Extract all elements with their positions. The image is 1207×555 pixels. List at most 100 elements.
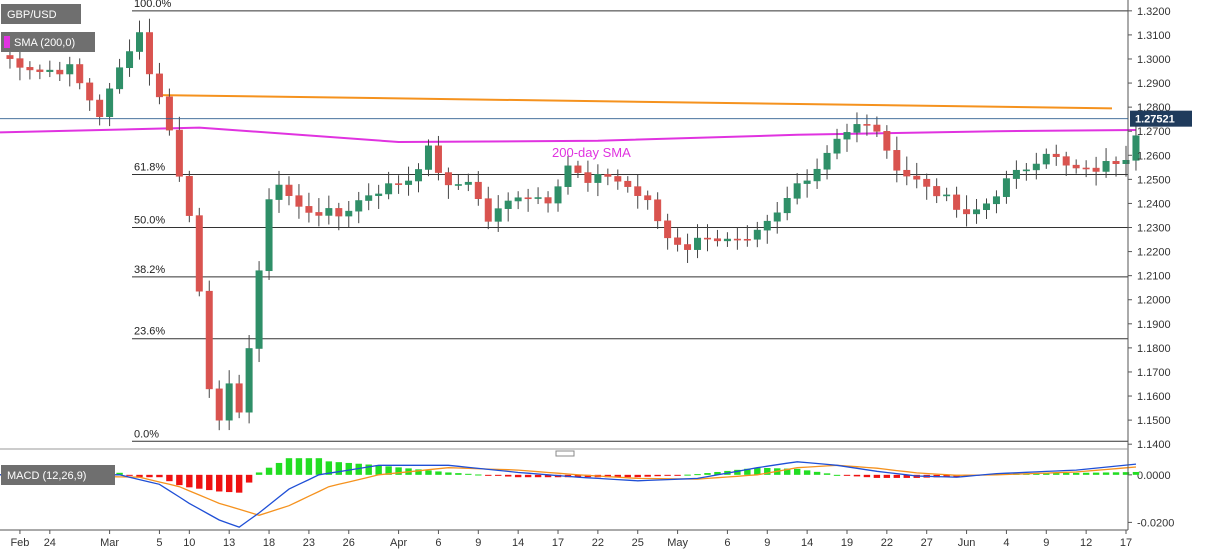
candle-body — [285, 184, 293, 196]
time-tick-label: 13 — [223, 537, 235, 549]
macd-histogram-bar — [335, 462, 342, 475]
candle-body — [943, 194, 951, 197]
time-tick-label: 9 — [475, 537, 481, 549]
macd-histogram-bar — [445, 472, 452, 475]
candle-body — [6, 55, 14, 59]
candle-body — [385, 183, 393, 195]
candle-body — [1122, 159, 1130, 164]
macd-histogram-bar — [355, 463, 362, 475]
candle-body — [395, 183, 403, 185]
candle-body — [773, 212, 781, 222]
candle-body — [165, 96, 173, 131]
candle-body — [1012, 169, 1020, 179]
macd-histogram-bar — [883, 474, 891, 478]
candle-body — [36, 69, 44, 72]
time-tick-label: 14 — [512, 537, 524, 549]
candle-body — [1022, 169, 1030, 172]
sma-line-path — [0, 126, 1137, 144]
candle-body — [1082, 167, 1090, 170]
candle-body — [195, 215, 203, 292]
macd-histogram-bar — [1092, 472, 1100, 475]
macd-histogram-bar — [1063, 473, 1070, 475]
candle-body — [325, 208, 333, 216]
macd-histogram-bar — [315, 458, 323, 475]
candle-body — [424, 145, 432, 170]
candle-body — [823, 152, 831, 170]
macd-histogram-bar — [903, 474, 910, 478]
candle-body — [245, 348, 253, 413]
candle-body — [763, 220, 771, 231]
macd-histogram-bar — [1072, 472, 1080, 475]
candle-body — [1112, 161, 1120, 164]
candle-body — [46, 69, 54, 72]
macd-histogram-bar — [235, 474, 243, 493]
candle-body — [155, 73, 163, 98]
price-tick-label: 1.1900 — [1137, 319, 1171, 331]
macd-histogram-bar — [325, 461, 333, 475]
macd-histogram-bar — [365, 464, 372, 475]
macd-histogram-bar — [485, 474, 492, 476]
candle-body — [644, 195, 652, 201]
candle-body — [1002, 178, 1010, 197]
macd-histogram-bar — [784, 468, 791, 475]
candle-body — [913, 175, 921, 180]
candle-body — [1072, 164, 1080, 169]
macd-histogram-bar — [644, 474, 651, 477]
candle-body — [753, 229, 761, 240]
macd-histogram-bar — [395, 467, 402, 475]
macd-histogram-bar — [196, 474, 203, 489]
price-tick-label: 1.3100 — [1137, 30, 1171, 42]
sma-legend-swatch — [4, 36, 10, 48]
candle-body — [992, 196, 1000, 205]
time-tick-label: 6 — [435, 537, 441, 549]
candle-body — [853, 124, 861, 133]
time-tick-label: 25 — [632, 537, 644, 549]
candle-body — [843, 132, 851, 140]
macd-label-box — [1, 465, 115, 485]
macd-histogram-bar — [275, 462, 283, 475]
macd-histogram-bar — [1122, 472, 1130, 475]
macd-histogram-bar — [734, 469, 741, 475]
macd-histogram-bar — [1132, 471, 1140, 475]
macd-tick-label: 0.0000 — [1137, 470, 1171, 482]
macd-histogram-bar — [823, 473, 831, 475]
fib-level-label: 61.8% — [134, 162, 165, 174]
price-tick-label: 1.2400 — [1137, 198, 1171, 210]
candle-body — [494, 208, 502, 222]
candle-body — [664, 220, 672, 239]
macd-histogram-bar — [943, 474, 950, 478]
macd-histogram-bar — [1043, 473, 1050, 475]
candle-body — [265, 199, 273, 272]
sma-200-line — [0, 126, 1137, 144]
fib-level-label: 38.2% — [134, 264, 165, 276]
candle-body — [654, 199, 662, 222]
candle-body — [733, 238, 741, 241]
macd-histogram-bar — [624, 474, 631, 478]
candle-body — [883, 131, 891, 151]
macd-histogram-bar — [345, 462, 352, 475]
time-tick-label: 10 — [183, 537, 195, 549]
candle-body — [863, 124, 871, 126]
candle-body — [355, 200, 363, 212]
macd-histogram-bar — [764, 467, 771, 475]
candle-body — [16, 58, 24, 68]
candle-body — [674, 237, 682, 245]
time-tick-label: 14 — [801, 537, 813, 549]
macd-histogram-bar — [524, 474, 532, 478]
current-price-tag — [1130, 110, 1192, 127]
macd-histogram-bar — [634, 474, 641, 478]
time-tick-label: 4 — [1003, 537, 1009, 549]
resistance-line-path — [159, 94, 1113, 110]
candle-body — [1062, 156, 1070, 166]
fib-level-label: 50.0% — [134, 215, 165, 227]
macd-histogram-bar — [664, 474, 671, 476]
candle-body — [1032, 163, 1040, 171]
candle-body — [793, 183, 801, 199]
macd-histogram-bar — [255, 472, 263, 475]
candle-body — [225, 383, 233, 421]
candle-body — [185, 175, 193, 216]
macd-histogram-bar — [305, 458, 313, 475]
sma-annotation: 200-day SMA — [552, 145, 631, 160]
macd-histogram-bar — [714, 471, 721, 475]
